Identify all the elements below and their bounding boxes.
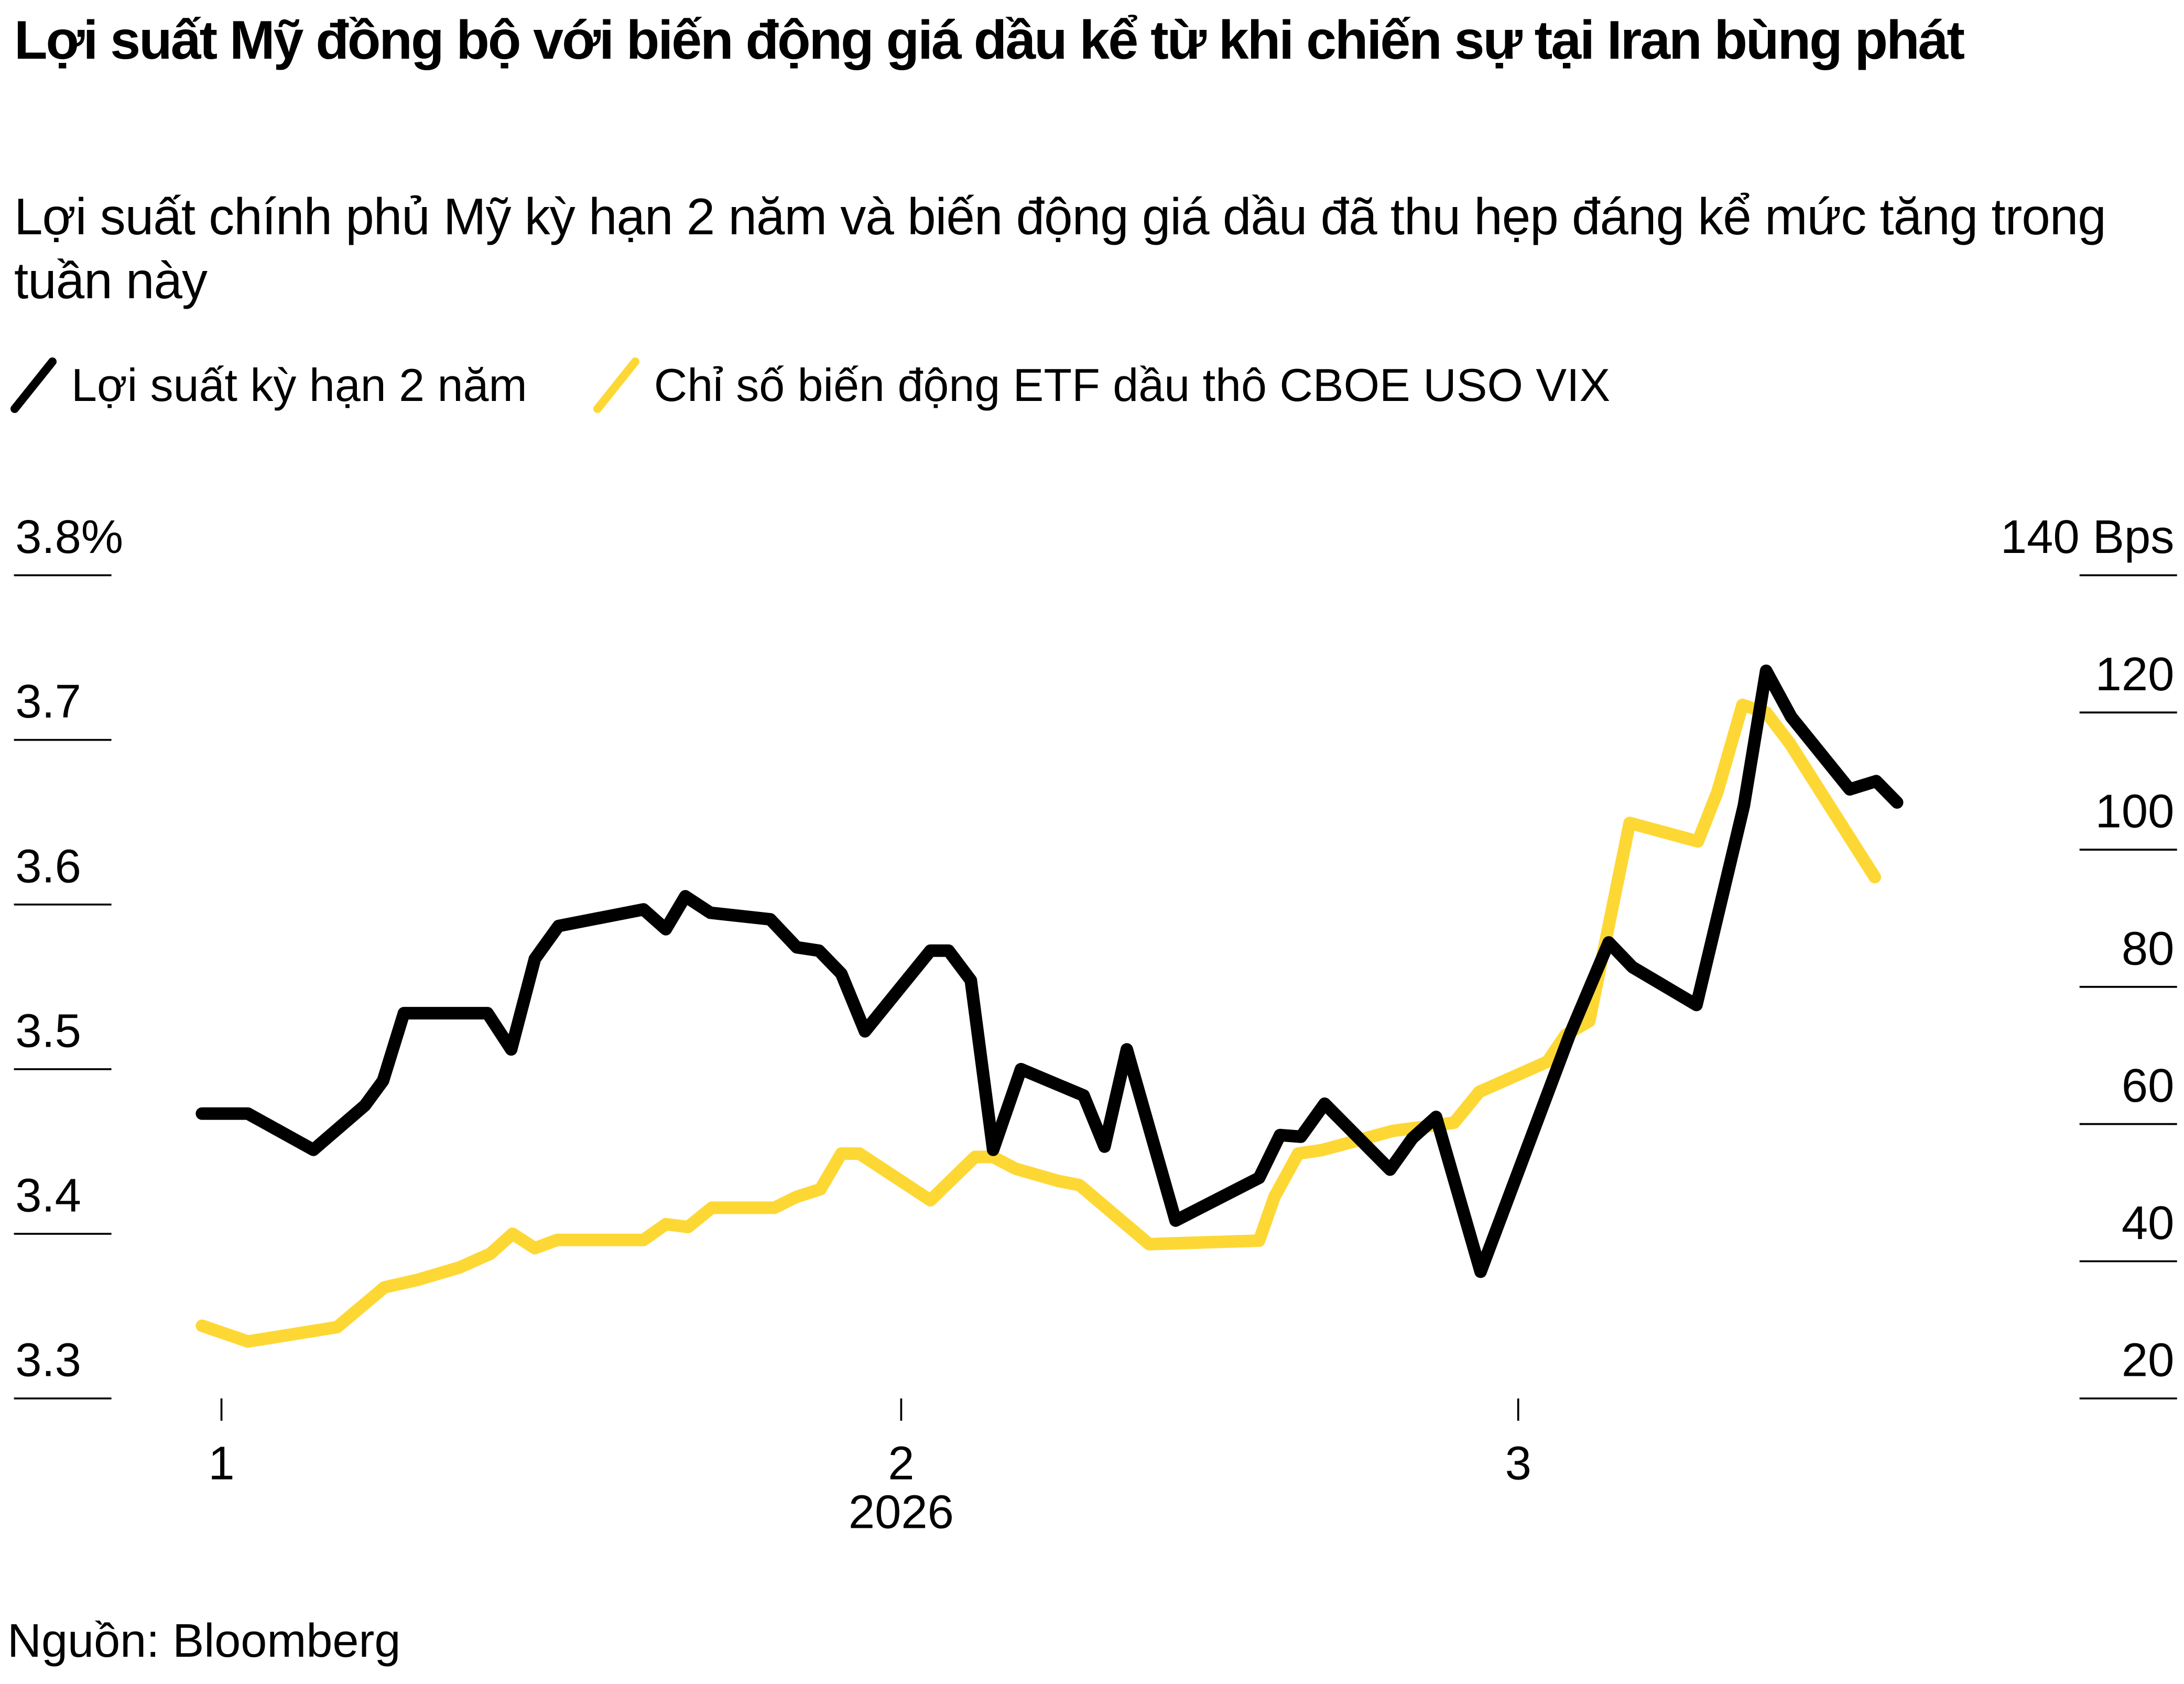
chart-title: Lợi suất Mỹ đồng bộ với biến động giá dầ… [14,10,1965,71]
left-tick-label: 3.8% [15,510,123,563]
source-note: Nguồn: Bloomberg [7,1615,401,1667]
left-tick-label: 3.6 [15,840,81,893]
legend: Lợi suất kỳ hạn 2 năm Chỉ số biến động E… [7,356,1673,414]
chart-subtitle: Lợi suất chính phủ Mỹ kỳ hạn 2 năm và bi… [14,188,2106,309]
right-tick-label: 20 [2122,1334,2174,1387]
x-tick-label: 1 [208,1437,234,1490]
legend-label-oil-vix: Chỉ số biến động ETF dầu thô CBOE USO VI… [654,359,1611,411]
right-tick-label: 100 [2095,785,2175,838]
right-tick-label: 80 [2122,922,2174,975]
right-tick-label: 40 [2122,1197,2174,1250]
legend-item-oil-vix: Chỉ số biến động ETF dầu thô CBOE USO VI… [590,356,1610,414]
series-line-yield [195,664,1904,1278]
x-tick-label: 2 [888,1437,914,1490]
x-axis: 1 2 3 2026 [208,1398,1531,1538]
legend-label-yield: Lợi suất kỳ hạn 2 năm [71,359,527,411]
right-tick-label: 140 Bps [2001,510,2175,563]
left-tick-label: 3.4 [15,1169,81,1222]
right-axis: 140 Bps 120 100 80 60 40 20 [2001,510,2177,1400]
left-tick-label: 3.5 [15,1004,81,1057]
right-tick-label: 120 [2095,648,2175,701]
x-tick-label: 3 [1505,1437,1531,1490]
right-tick-label: 60 [2122,1059,2174,1112]
left-axis: 3.8% 3.7 3.6 3.5 3.4 3.3 [14,510,123,1400]
legend-item-yield: Lợi suất kỳ hạn 2 năm [7,356,527,414]
line-swatch-icon [10,357,57,413]
series-line-oil-vix [195,699,1881,1348]
line-swatch-icon [593,357,639,413]
x-year-label: 2026 [849,1485,954,1538]
left-tick-label: 3.7 [15,675,81,728]
left-tick-label: 3.3 [15,1334,81,1387]
